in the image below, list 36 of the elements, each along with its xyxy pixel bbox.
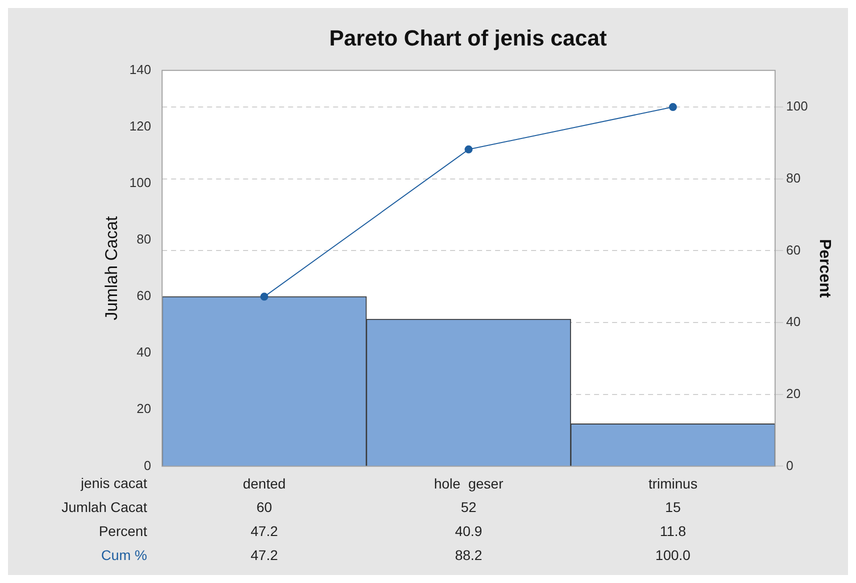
y2-tick-label: 0 <box>786 458 794 473</box>
y-tick-label: 80 <box>136 232 152 247</box>
y2-tick-label: 40 <box>786 314 801 330</box>
text: 47.2 <box>250 523 278 540</box>
y-tick-label: 140 <box>129 62 152 77</box>
text: 40.9 <box>454 523 482 540</box>
text: Cum % <box>101 547 148 564</box>
data-label: 52 <box>460 499 477 516</box>
y-tick-label: 60 <box>136 288 152 304</box>
x-axis-title: jenis cacat <box>80 475 148 492</box>
text: 11.8 <box>660 523 686 540</box>
point <box>668 103 677 112</box>
y2-axis-title: Percent <box>816 238 833 298</box>
y2-tick-label: 60 <box>786 242 801 258</box>
data-label: 60 <box>256 499 272 516</box>
data-label: 100.0 <box>655 547 691 564</box>
y-tick-label: 120 <box>129 118 152 134</box>
y-axis-title: Jumlah Cacat <box>102 216 121 320</box>
y-tick-label: 20 <box>136 401 152 416</box>
text: Percent <box>98 523 148 540</box>
data-label: 15 <box>665 499 681 516</box>
y-tick-label: 40 <box>136 344 152 360</box>
data-label: 47.2 <box>250 547 278 564</box>
x-tick-label: triminus <box>648 475 698 492</box>
y2-tick-label: 20 <box>786 386 801 401</box>
point <box>464 145 473 154</box>
y2-tick-label: 100 <box>786 98 808 114</box>
point <box>260 292 268 301</box>
x-tick-label: dented <box>242 475 286 492</box>
x-tick-label: hole geser <box>434 475 504 492</box>
y-tick-label: 100 <box>129 175 152 190</box>
y2-tick-label: 80 <box>786 170 801 186</box>
data-label: 88.2 <box>454 547 482 564</box>
text: Jumlah Cacat <box>61 499 148 516</box>
chart-title: Pareto Chart of jenis cacat <box>329 25 608 50</box>
y-tick-label: 0 <box>144 458 152 473</box>
